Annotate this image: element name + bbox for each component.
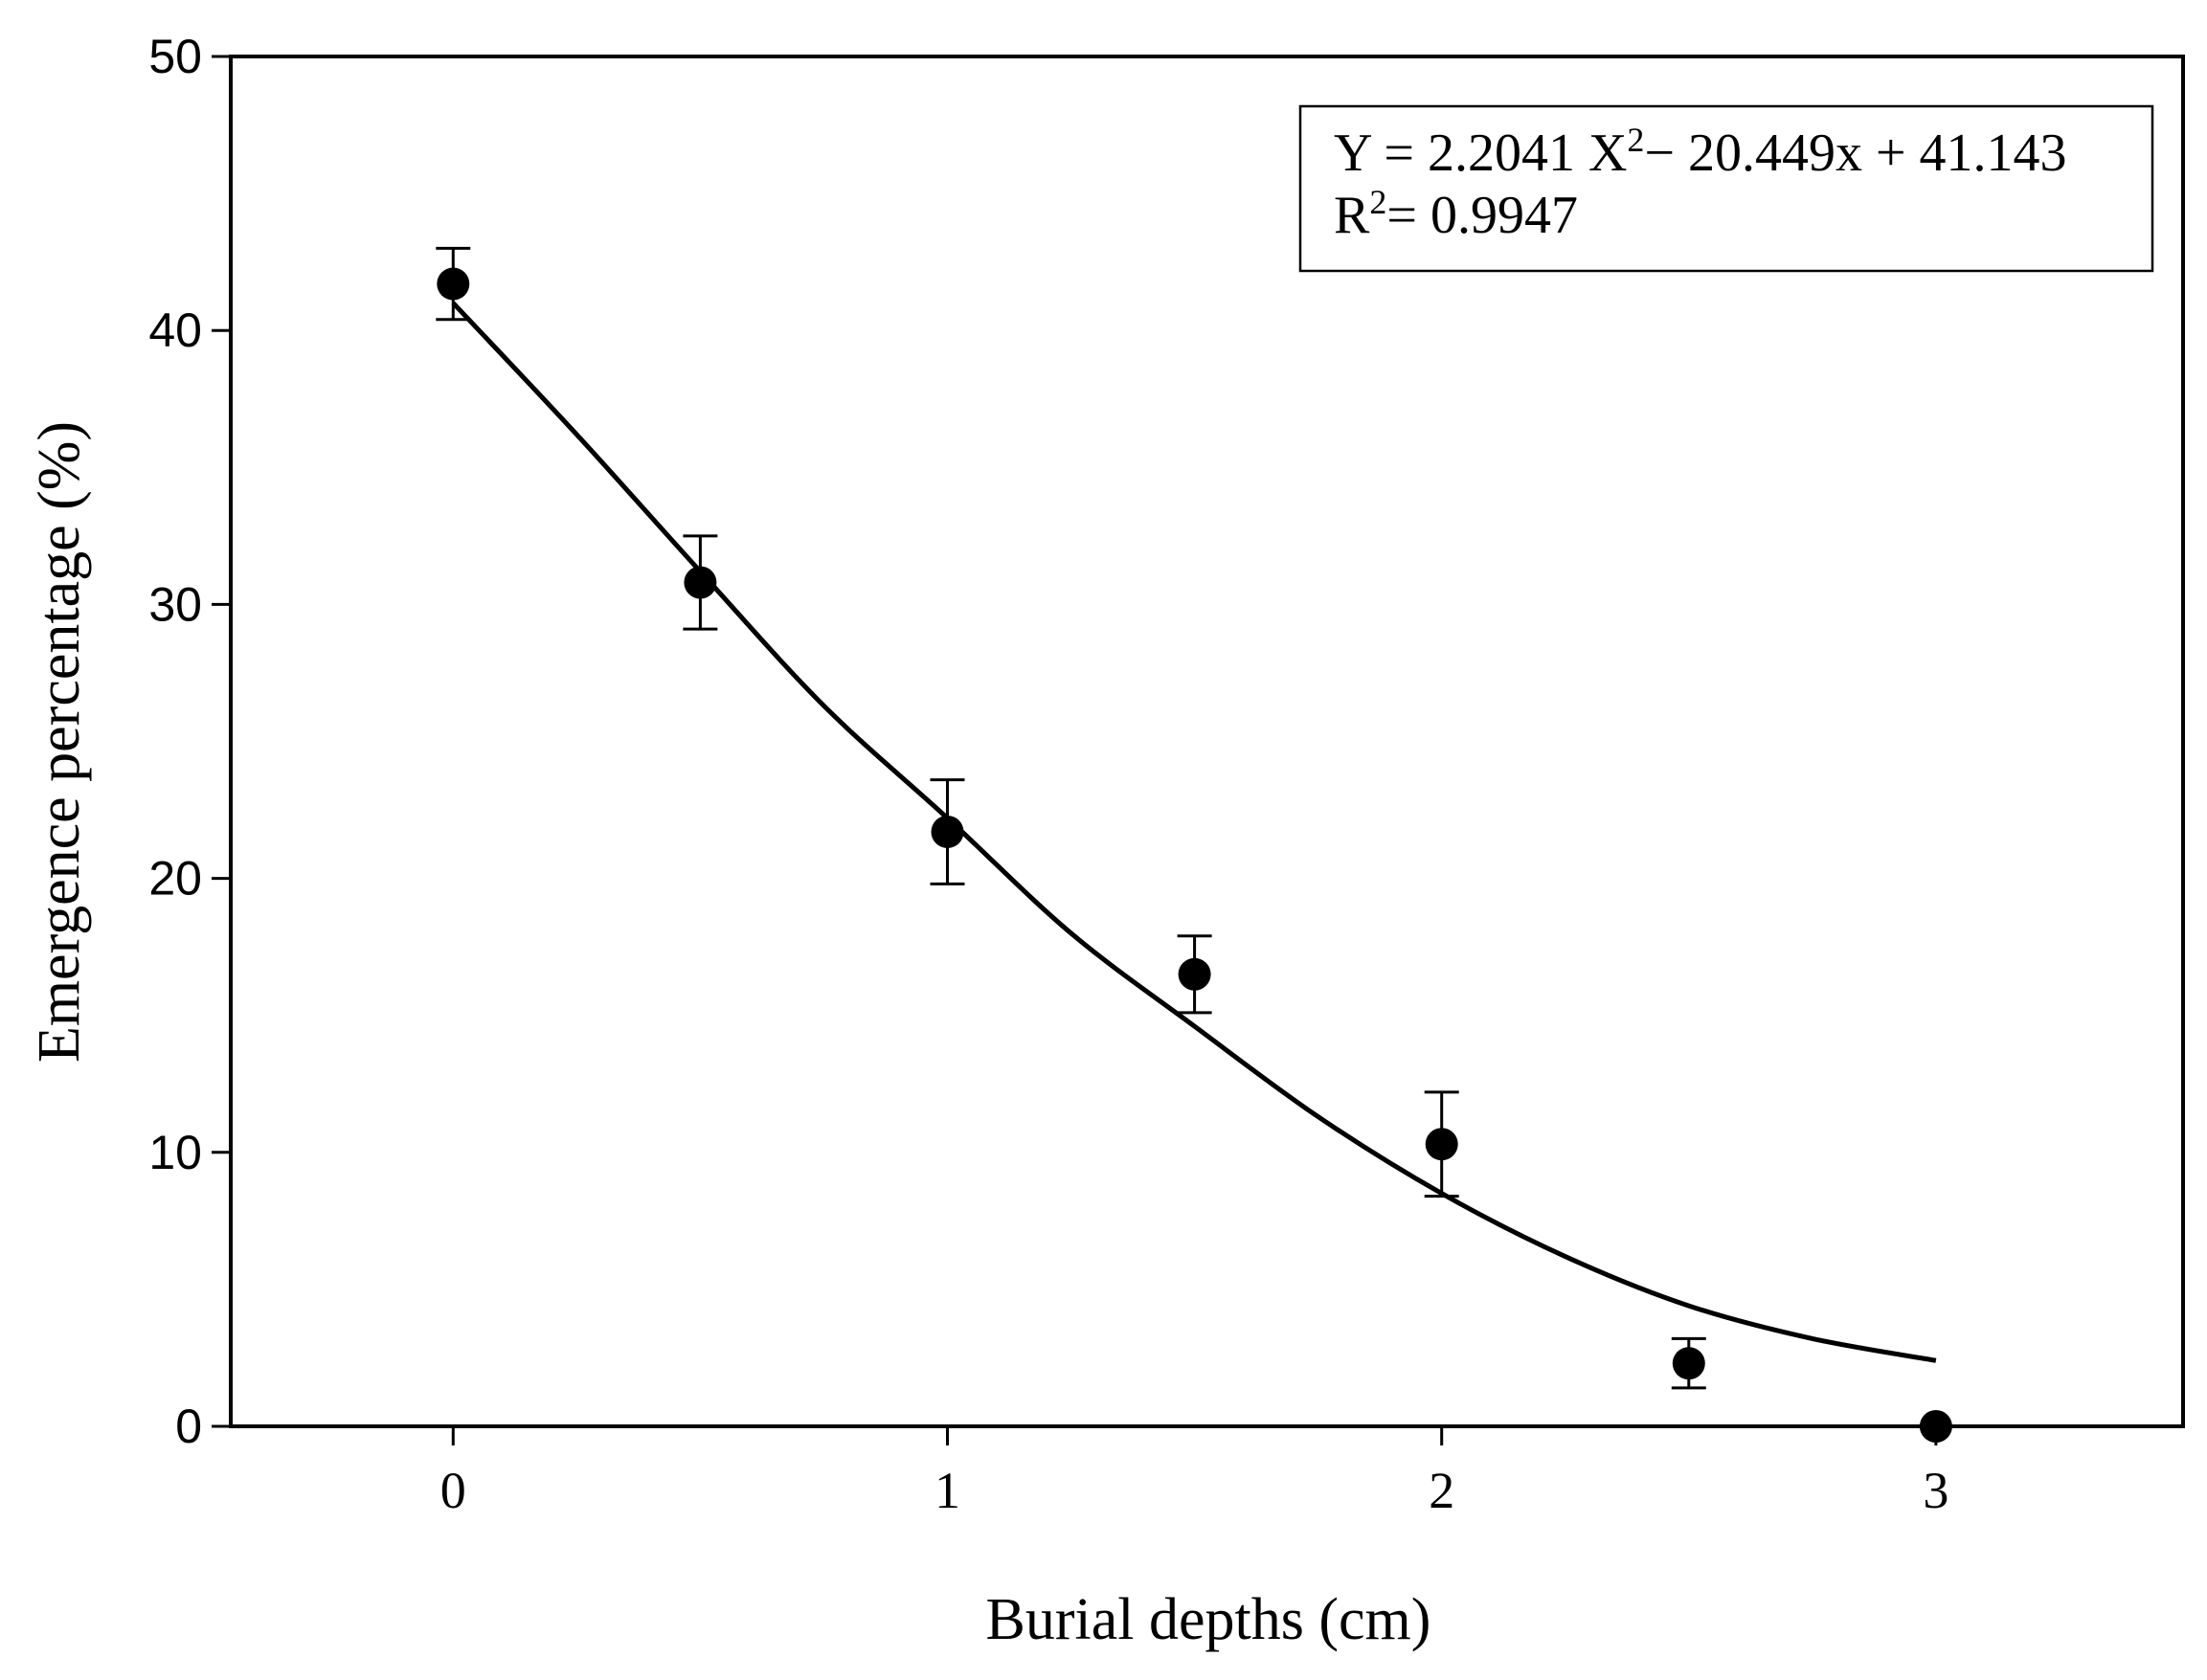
- fit-curve: [451, 301, 1937, 1363]
- y-tick-label: 0: [175, 1400, 202, 1453]
- data-point: [437, 267, 470, 301]
- r-squared-value: R2= 0.9947: [1334, 183, 1578, 245]
- y-tick-label: 10: [148, 1126, 202, 1179]
- data-point: [931, 815, 964, 848]
- data-point: [684, 566, 717, 599]
- ticks-layer: 0 10 20 30 40 50 0 1 2 3: [148, 30, 1948, 1519]
- x-tick-label: 1: [935, 1462, 960, 1519]
- x-tick-label: 3: [1923, 1462, 1948, 1519]
- plot-frame: [229, 55, 2185, 1428]
- y-tick-label: 30: [148, 577, 202, 631]
- x-tick-label: 2: [1429, 1462, 1454, 1519]
- y-axis-label: Emergence percentage (%): [27, 421, 92, 1063]
- points-layer: [437, 267, 1952, 1443]
- x-tick-label: 0: [440, 1462, 466, 1519]
- errors-layer: [436, 246, 1706, 1390]
- data-point: [1425, 1128, 1458, 1161]
- fit-layer: [451, 301, 1937, 1363]
- data-point: [1672, 1347, 1705, 1380]
- y-tick-label: 50: [148, 30, 202, 83]
- regression-equation: Y = 2.2041 X2− 20.449x + 41.143: [1334, 121, 2067, 183]
- equation-box: Y = 2.2041 X2− 20.449x + 41.143 R2= 0.99…: [1298, 104, 2154, 273]
- y-tick-label: 40: [148, 303, 202, 357]
- equation-box-border: [1298, 104, 2154, 273]
- y-tick-label: 20: [148, 852, 202, 906]
- data-point: [1178, 957, 1211, 991]
- x-axis-label: Burial depths (cm): [986, 1587, 1431, 1652]
